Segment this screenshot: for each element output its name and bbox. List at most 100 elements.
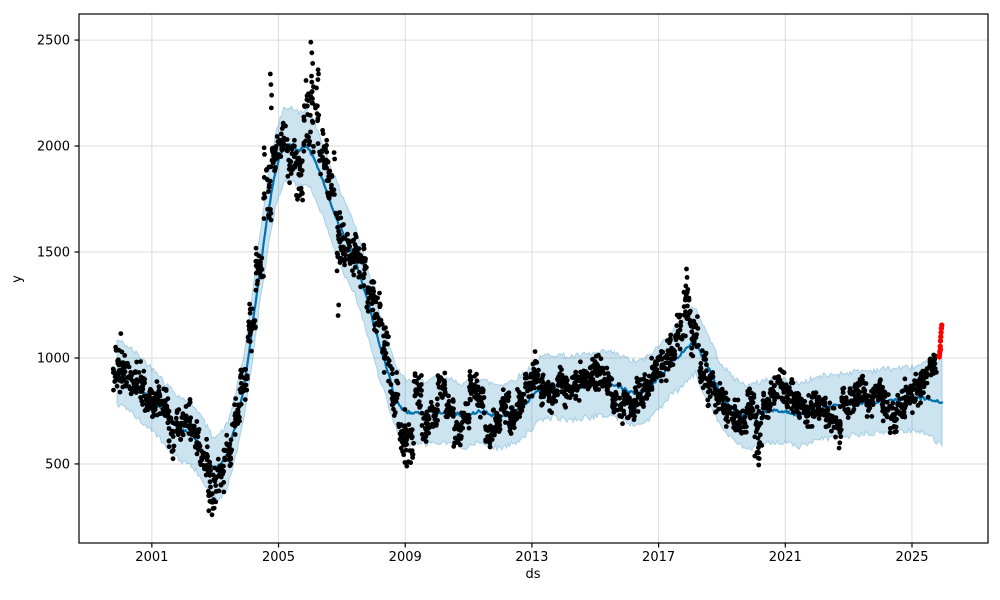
observed-point — [897, 396, 903, 402]
observed-point — [719, 386, 725, 392]
observed-point — [781, 390, 787, 395]
observed-point — [154, 412, 160, 418]
observed-point — [206, 508, 212, 514]
observed-point — [508, 417, 514, 422]
observed-point — [632, 413, 637, 419]
observed-point — [767, 403, 773, 409]
observed-point — [286, 166, 292, 172]
observed-point — [880, 384, 885, 390]
observed-point — [126, 364, 132, 370]
observed-point — [722, 408, 727, 414]
observed-point — [320, 131, 326, 137]
observed-point — [808, 410, 814, 416]
observed-point — [523, 384, 528, 390]
observed-point — [616, 382, 622, 387]
observed-point — [904, 386, 909, 392]
highlighted-point — [937, 346, 944, 353]
observed-point — [907, 397, 912, 403]
observed-point — [753, 414, 758, 420]
observed-point — [345, 248, 351, 253]
observed-extreme-point — [209, 512, 215, 518]
observed-point — [442, 370, 448, 376]
observed-point — [443, 414, 449, 419]
observed-point — [698, 366, 704, 372]
observed-point — [124, 380, 129, 385]
observed-point — [813, 390, 819, 396]
observed-point — [772, 375, 777, 381]
observed-point — [723, 416, 729, 422]
observed-point — [797, 415, 802, 420]
observed-point — [278, 154, 284, 159]
observed-point — [593, 368, 599, 373]
observed-point — [390, 371, 395, 377]
observed-point — [593, 382, 599, 388]
uncertainty-band-area — [116, 104, 943, 503]
observed-point — [704, 376, 710, 382]
observed-point — [204, 452, 210, 457]
observed-point — [852, 384, 858, 390]
observed-point — [480, 404, 486, 409]
observed-point — [334, 268, 340, 274]
observed-point — [394, 370, 399, 375]
observed-point — [903, 396, 909, 402]
observed-point — [419, 388, 424, 393]
observed-point — [689, 329, 695, 335]
observed-point — [717, 380, 723, 386]
observed-point — [597, 379, 603, 385]
observed-point — [293, 160, 299, 166]
observed-point — [709, 371, 714, 377]
observed-point — [268, 217, 274, 223]
observed-point — [569, 392, 575, 398]
observed-point — [424, 409, 430, 415]
observed-point — [376, 322, 382, 328]
observed-point — [795, 409, 800, 415]
observed-point — [265, 177, 271, 183]
observed-point — [698, 361, 704, 366]
observed-point — [208, 468, 214, 473]
observed-point — [627, 396, 632, 402]
observed-point — [277, 141, 283, 147]
observed-point — [541, 384, 547, 390]
observed-point — [466, 412, 471, 418]
observed-point — [253, 287, 259, 293]
observed-point — [621, 411, 627, 417]
observed-point — [714, 396, 720, 402]
observed-point — [576, 398, 582, 403]
observed-point — [358, 253, 363, 258]
observed-point — [216, 488, 222, 494]
observed-point — [407, 448, 413, 453]
observed-point — [287, 180, 292, 186]
observed-point — [687, 308, 693, 314]
observed-point — [249, 306, 255, 312]
observed-point — [659, 350, 665, 356]
observed-point — [809, 395, 815, 400]
observed-point — [140, 402, 146, 407]
observed-point — [554, 388, 560, 394]
observed-point — [287, 158, 293, 164]
observed-point — [472, 382, 477, 388]
observed-point — [309, 79, 315, 85]
observed-point — [310, 149, 316, 155]
observed-point — [151, 413, 157, 418]
observed-point — [144, 406, 149, 412]
observed-point — [215, 456, 221, 462]
observed-point — [914, 382, 920, 388]
observed-point — [416, 383, 422, 388]
observed-point — [300, 197, 305, 203]
observed-point — [550, 384, 555, 389]
observed-point — [652, 361, 658, 367]
observed-point — [660, 372, 666, 378]
observed-point — [639, 401, 644, 407]
observed-point — [377, 304, 383, 310]
observed-point — [288, 171, 294, 176]
observed-point — [921, 390, 926, 396]
observed-point — [114, 383, 120, 389]
observed-point — [725, 403, 731, 409]
observed-point — [370, 307, 376, 313]
observed-point — [838, 434, 844, 440]
observed-point — [419, 432, 425, 437]
observed-point — [503, 404, 509, 410]
observed-point — [660, 365, 665, 370]
observed-point — [409, 427, 415, 433]
observed-point — [175, 427, 181, 432]
